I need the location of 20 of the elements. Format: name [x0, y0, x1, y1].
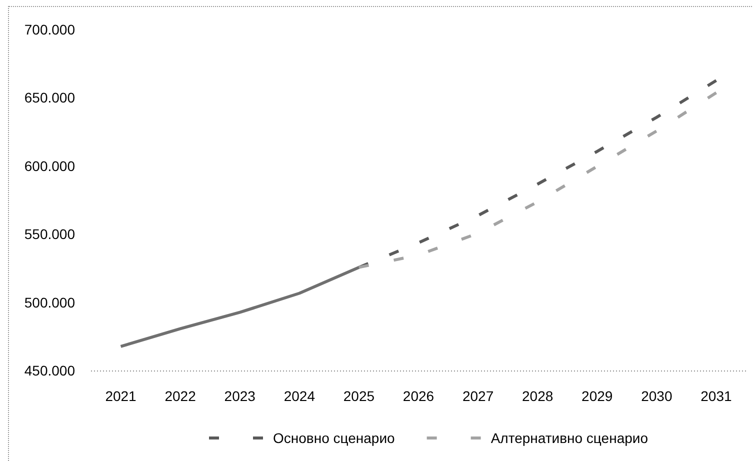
y-tick-label: 500.000	[24, 294, 76, 310]
x-tick-label: 2022	[164, 388, 196, 404]
y-tick-label: 450.000	[24, 362, 76, 378]
x-tick-label: 2030	[641, 388, 672, 404]
x-tick-label: 2028	[522, 388, 554, 404]
x-tick-label: 2023	[224, 388, 256, 404]
y-tick-label: 550.000	[24, 226, 76, 242]
x-tick-label: 2026	[402, 388, 434, 404]
legend-label: Основно сценарио	[273, 430, 396, 446]
y-tick-label: 700.000	[24, 21, 76, 38]
y-tick-label: 650.000	[24, 90, 76, 106]
legend-label: Алтернативно сценарио	[490, 430, 648, 446]
x-tick-label: 2025	[343, 388, 375, 404]
x-tick-label: 2027	[462, 388, 494, 404]
y-tick-label: 600.000	[24, 158, 76, 174]
x-tick-label: 2024	[284, 388, 316, 404]
x-tick-label: 2029	[582, 388, 613, 404]
x-tick-label: 2031	[700, 388, 732, 404]
x-tick-label: 2021	[105, 388, 137, 404]
line-series	[119, 266, 360, 348]
